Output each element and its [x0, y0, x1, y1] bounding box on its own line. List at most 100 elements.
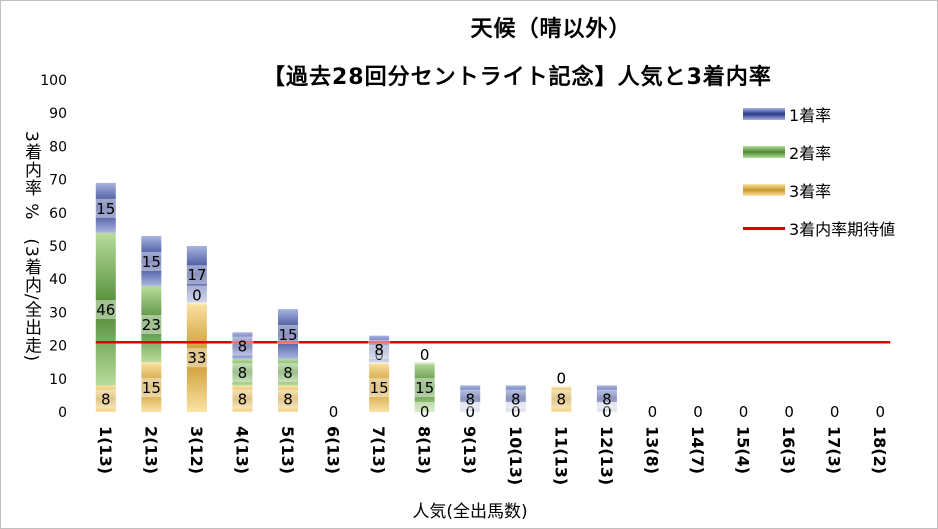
data-label-bg [185, 265, 208, 285]
bar-segment-1st [141, 236, 162, 286]
chart-subtitle: 【過去28回分セントライト記念】人気と3着内率 [263, 65, 772, 90]
x-axis-label: 人気(全出馬数) [412, 502, 528, 522]
data-label-bg [641, 402, 664, 421]
x-tick-label: 4(13) [232, 426, 251, 474]
data-label: 15 [142, 379, 161, 397]
data-label: 0 [465, 403, 475, 421]
data-label: 0 [511, 403, 521, 421]
data-label-bg [185, 348, 208, 368]
data-label-bg [459, 402, 482, 421]
data-label: 0 [875, 403, 885, 421]
y-tick-label: 60 [49, 206, 67, 222]
data-label-bg [413, 402, 436, 421]
data-label-bg [231, 363, 254, 383]
x-tick-label: 1(13) [96, 426, 115, 474]
bar-segment-2nd [414, 362, 435, 412]
data-label: 0 [557, 369, 567, 387]
data-label-bg [778, 402, 801, 421]
data-label-bg [322, 402, 345, 421]
data-label-bg [140, 378, 163, 398]
data-label: 0 [784, 403, 794, 421]
data-label-bg [550, 389, 573, 409]
data-label-bg [277, 389, 299, 409]
data-label-bg [277, 363, 299, 383]
data-label-bg [869, 402, 892, 421]
data-label: 0 [511, 403, 521, 421]
y-tick-label: 0 [58, 405, 67, 421]
data-label-bg [504, 389, 527, 409]
data-label: 8 [465, 391, 475, 409]
data-label: 0 [192, 286, 202, 304]
legend-swatch-3rd [743, 184, 785, 196]
data-label: 33 [187, 349, 206, 367]
legend-swatch-2nd [743, 146, 785, 158]
legend-label-expected: 3着内率期待値 [789, 220, 896, 239]
y-tick-label: 80 [49, 139, 67, 155]
data-label: 0 [693, 403, 703, 421]
data-label-bg [504, 402, 527, 421]
data-label-bg [94, 300, 117, 320]
x-tick-label: 10(13) [506, 426, 525, 485]
x-tick-label: 15(4) [734, 426, 753, 474]
data-label-bg [185, 285, 208, 305]
data-label-bg [368, 378, 391, 398]
x-tick-label: 17(3) [825, 426, 844, 474]
bar-segment-1st [186, 246, 207, 303]
chart-title: 天候（晴以外） [470, 17, 632, 42]
y-tick-label: 40 [49, 272, 67, 288]
data-label: 0 [830, 403, 840, 421]
x-tick-label: 18(2) [870, 426, 889, 474]
x-tick-label: 8(13) [415, 426, 434, 474]
bar-segment-2nd [232, 358, 253, 386]
data-label-bg [94, 389, 117, 409]
data-label: 0 [465, 403, 475, 421]
data-label-bg [94, 198, 117, 218]
y-tick-label: 20 [49, 339, 67, 355]
data-label-bg [732, 402, 755, 421]
data-label: 8 [283, 364, 293, 382]
data-label-bg [595, 402, 618, 421]
data-label-bg [231, 389, 254, 409]
bar-segment-2nd [95, 232, 116, 386]
data-label-bg [504, 402, 527, 421]
data-label: 15 [142, 253, 161, 271]
data-label: 8 [238, 338, 248, 356]
legend-line-expected [743, 227, 785, 230]
data-label-bg [140, 315, 163, 335]
data-label: 0 [557, 369, 567, 387]
data-label-bg [413, 378, 436, 398]
data-label: 15 [278, 326, 297, 344]
data-label: 15 [370, 379, 389, 397]
y-tick-label: 70 [49, 173, 67, 189]
bar-segment-3rd [278, 385, 298, 412]
data-label: 8 [374, 341, 384, 359]
bar-segment-1st [505, 385, 526, 412]
bar-segment-1st [278, 309, 298, 359]
x-tick-label: 6(13) [324, 426, 343, 474]
x-tick-label: 5(13) [278, 426, 297, 474]
data-label-bg [687, 402, 709, 421]
x-tick-label: 13(8) [642, 426, 661, 474]
y-tick-label: 30 [49, 305, 67, 321]
x-tick-label: 2(13) [141, 426, 160, 474]
data-label-bg [823, 402, 846, 421]
bar-segment-3rd [551, 385, 572, 412]
x-tick-label: 12(13) [597, 426, 616, 485]
data-label-bg [277, 324, 299, 344]
bar-segment-1st [232, 332, 253, 359]
y-tick-label: 50 [49, 239, 67, 255]
data-label-bg [140, 251, 163, 271]
data-label-bg [459, 402, 482, 421]
data-label: 8 [557, 391, 567, 409]
x-tick-label: 3(12) [187, 426, 206, 474]
data-label-bg [231, 336, 254, 356]
data-label: 15 [415, 379, 434, 397]
bar-segment-3rd [95, 385, 116, 412]
legend-label-3rd: 3着率 [789, 182, 832, 201]
data-label: 8 [238, 391, 248, 409]
x-tick-label: 11(13) [551, 426, 570, 485]
data-label: 0 [420, 403, 430, 421]
x-tick-label: 7(13) [369, 426, 388, 474]
